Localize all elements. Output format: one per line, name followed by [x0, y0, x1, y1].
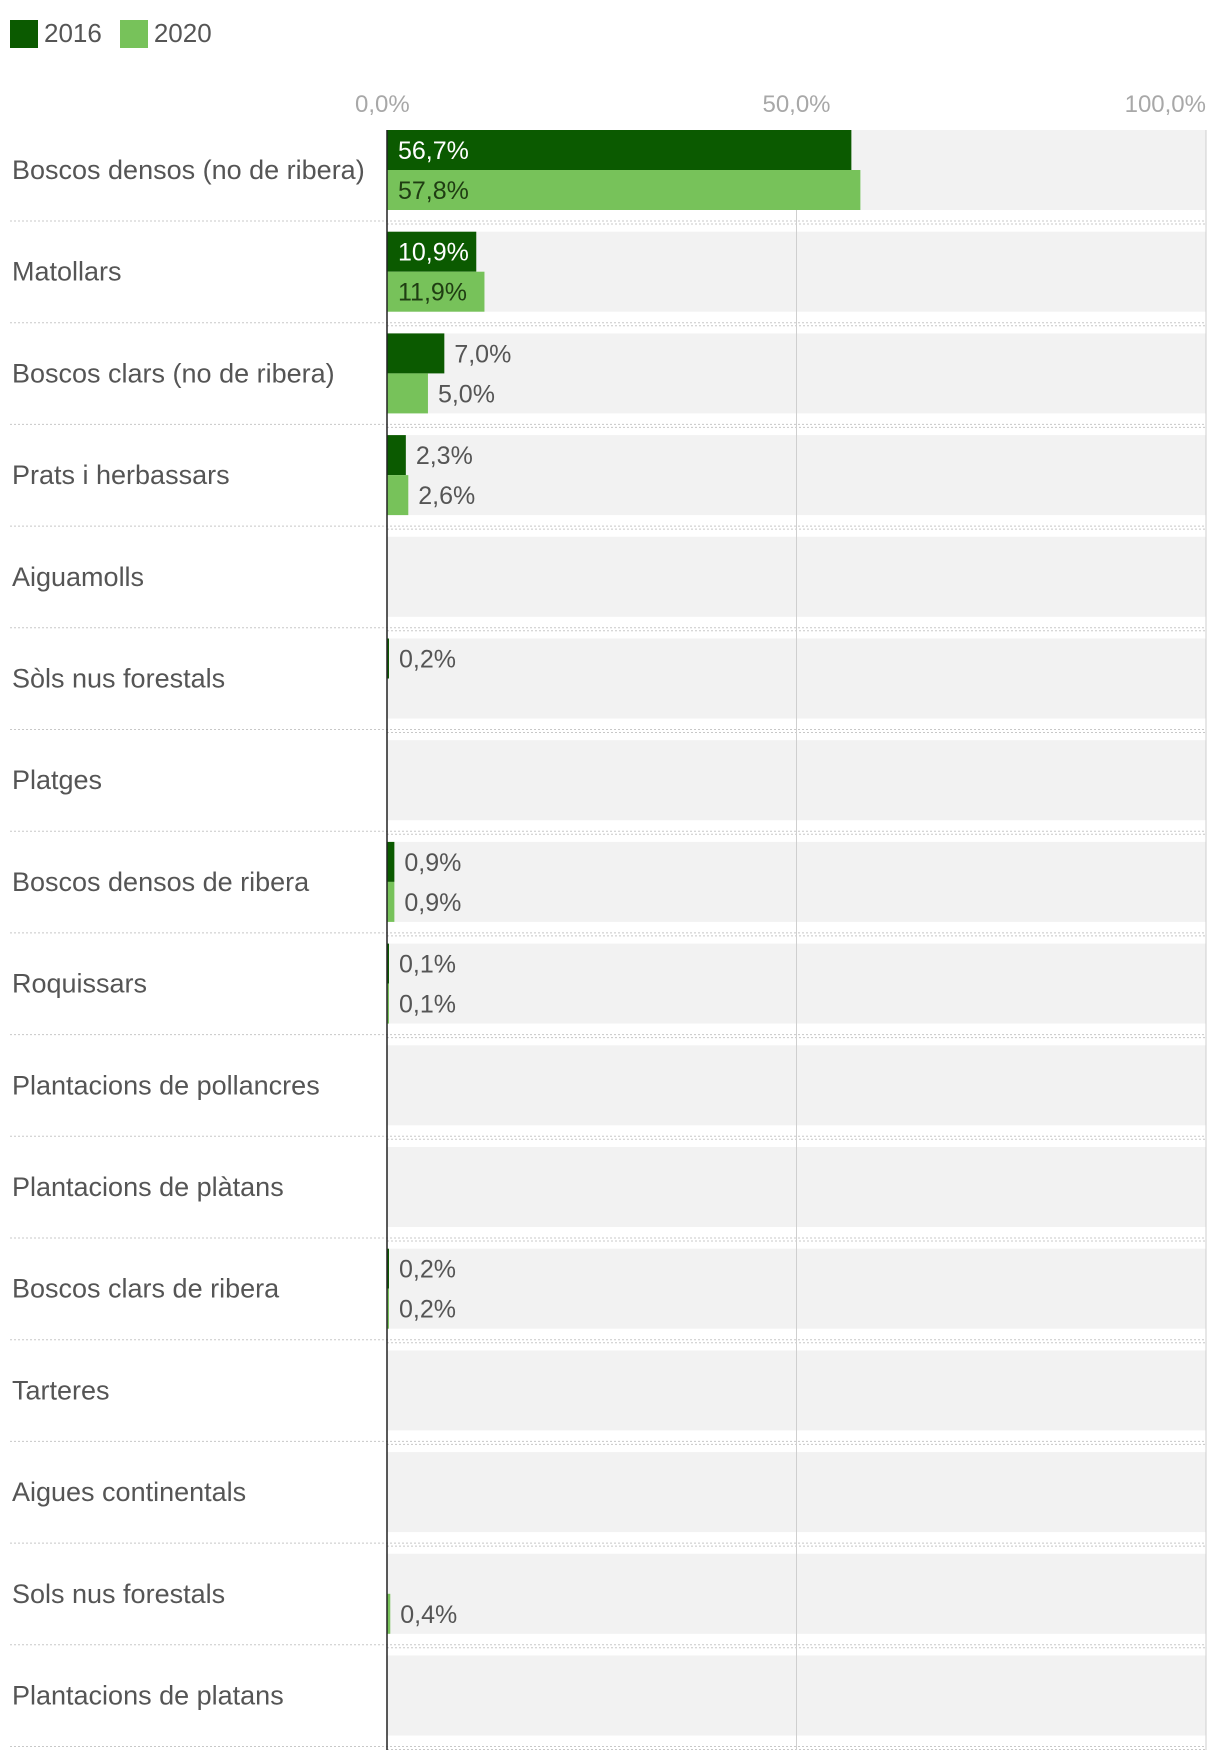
x-tick-label: 100,0% [1125, 91, 1206, 118]
bar-2020 [387, 1593, 391, 1634]
category-label: Boscos densos (no de ribera) [12, 155, 365, 185]
bar-value-label: 0,1% [399, 991, 456, 1019]
category-label: Roquissars [12, 969, 147, 999]
bar-2020 [387, 881, 395, 922]
category-label: Boscos clars (no de ribera) [12, 358, 335, 388]
bar-2016 [387, 130, 852, 170]
bar-2020 [387, 475, 409, 516]
bar-value-label: 0,9% [404, 889, 461, 917]
bar-value-label: 0,9% [404, 849, 461, 877]
category-label: Sols nus forestals [12, 1579, 225, 1609]
category-label: Tarteres [12, 1375, 110, 1405]
bar-value-label: 56,7% [398, 137, 469, 165]
bar-2016 [387, 943, 389, 984]
bar-2016 [387, 638, 389, 679]
bar-2020 [387, 170, 861, 210]
bar-2020 [387, 983, 389, 1024]
category-label: Matollars [12, 257, 122, 287]
x-tick-label: 0,0% [355, 91, 410, 118]
legend-item-2016: 2016 [10, 18, 102, 49]
bar-value-label: 57,8% [398, 177, 469, 205]
bar-2016 [387, 333, 445, 374]
category-label: Boscos densos de ribera [12, 867, 310, 897]
legend: 2016 2020 [10, 18, 230, 49]
bar-2016 [387, 231, 477, 272]
bar-value-label: 0,1% [399, 951, 456, 979]
category-label: Plantacions de plàtans [12, 1172, 284, 1202]
legend-item-2020: 2020 [119, 18, 212, 49]
bar-2020 [387, 271, 485, 312]
bar-value-label: 5,0% [438, 380, 495, 408]
bar-2016 [387, 1248, 389, 1289]
bar-value-label: 0,2% [399, 646, 456, 674]
category-label: Prats i herbassars [12, 460, 230, 490]
category-label: Sòls nus forestals [12, 664, 225, 694]
category-label: Platges [12, 765, 102, 795]
bar-value-label: 0,2% [399, 1296, 456, 1324]
bar-value-label: 2,6% [418, 482, 475, 510]
bar-value-label: 0,4% [400, 1601, 457, 1629]
legend-swatch-2020 [119, 19, 148, 48]
legend-label-2020: 2020 [153, 18, 212, 48]
legend-label-2016: 2016 [44, 18, 102, 48]
x-tick-label: 50,0% [762, 91, 830, 118]
category-label: Boscos clars de ribera [12, 1274, 280, 1304]
category-label: Aiguamolls [12, 562, 144, 592]
bar-value-label: 7,0% [454, 340, 511, 368]
bar-2016 [387, 841, 395, 882]
bar-value-label: 0,2% [399, 1256, 456, 1284]
category-label: Aigues continentals [12, 1477, 246, 1507]
bar-value-label: 10,9% [398, 239, 469, 267]
legend-swatch-2016 [10, 19, 38, 48]
bar-2020 [387, 373, 428, 414]
bar-2016 [387, 435, 406, 476]
bar-value-label: 2,3% [416, 442, 473, 470]
bar-2020 [387, 1288, 389, 1329]
bar-value-label: 11,9% [398, 279, 467, 307]
category-label: Plantacions de pollancres [12, 1070, 320, 1100]
category-label: Plantacions de platans [12, 1681, 284, 1711]
